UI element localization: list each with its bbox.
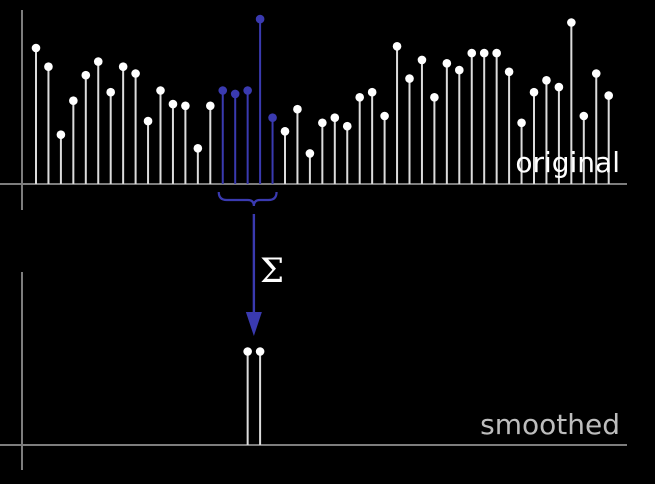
original-axes [0,10,627,210]
original-point [44,62,53,71]
original-point [230,89,240,99]
original-point [131,69,140,78]
original-point [442,59,452,68]
original-point [330,113,340,122]
original-point [243,86,252,95]
original-point [106,87,115,97]
original-point [517,118,526,128]
window-bracket [217,191,278,336]
smoothed-axes [0,272,627,470]
original-point [31,43,41,53]
original-point [218,86,228,95]
original-point [342,121,352,131]
original-point [181,101,190,111]
original-point [392,42,402,51]
original-point [579,111,589,121]
original-point [417,55,427,65]
original-point [255,14,265,24]
original-point [567,18,576,27]
original-point [529,87,539,97]
original-point [604,91,613,100]
original-point [305,149,315,158]
original-point [293,104,302,114]
original-point [193,144,203,153]
original-point [355,93,365,102]
original-point [554,82,564,92]
original-point [168,99,178,109]
original-point [380,111,389,121]
summation-symbol: Σ [260,251,284,291]
original-point [492,48,501,58]
original-point [206,101,215,111]
original-point [81,70,91,80]
original-point [367,87,377,97]
original-point [69,96,78,105]
smoothed-label: smoothed [480,408,620,441]
original-point [467,48,477,58]
original-point [118,62,128,71]
smoothed-point [255,347,265,356]
original-point [268,113,277,122]
original-point [591,69,601,78]
original-point [93,57,103,66]
original-point [143,116,153,126]
smoothed-stems [243,347,265,445]
original-point [318,118,327,128]
original-point [455,65,464,75]
sum-arrow-head [245,312,262,336]
original-point [479,48,489,58]
original-point [542,76,551,85]
original-point [280,127,290,136]
original-point [156,86,165,95]
original-label: original [515,146,620,179]
smoothed-point [243,347,252,356]
original-point [405,74,414,83]
original-stems [31,14,613,184]
window-brace [217,191,278,207]
original-point [504,67,514,77]
original-point [56,130,66,139]
original-point [430,93,439,102]
